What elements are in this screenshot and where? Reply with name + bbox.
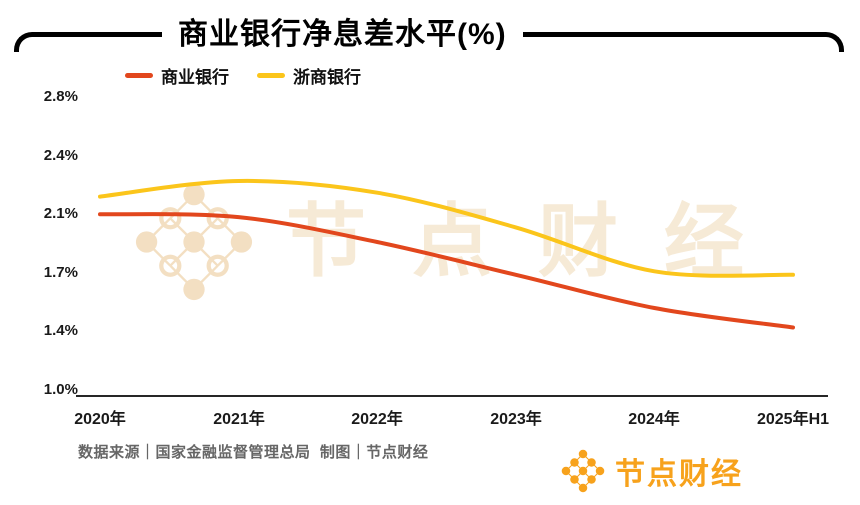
legend: 商业银行 浙商银行 — [125, 63, 361, 88]
y-tick: 2.8% — [43, 88, 78, 105]
series-line-浙商银行 — [98, 178, 795, 278]
frame-line-left — [14, 32, 162, 52]
legend-swatch-commercial-banks — [125, 73, 153, 78]
data-source-note: 数据来源｜国家金融监督管理总局 制图｜节点财经 — [78, 444, 429, 461]
legend-item-commercial-banks: 商业银行 — [125, 63, 229, 88]
brand-logo: 节点财经 — [560, 448, 743, 494]
x-tick: 2020年 — [74, 411, 126, 428]
series-line-商业银行 — [98, 212, 795, 330]
brand-dots-icon — [561, 449, 605, 493]
brand-name: 节点财经 — [615, 458, 743, 491]
chart-title: 商业银行净息差水平(%) — [178, 18, 507, 51]
y-tick: 1.4% — [43, 322, 78, 339]
watermark-text: 节点财经 — [286, 197, 790, 286]
watermark-dots-icon — [135, 183, 253, 301]
x-tick: 2022年 — [351, 411, 403, 428]
y-tick: 1.7% — [43, 264, 78, 281]
legend-label: 浙商银行 — [293, 68, 361, 87]
x-tick: 2021年 — [213, 411, 265, 428]
legend-label: 商业银行 — [161, 68, 229, 87]
legend-item-zheshang-bank: 浙商银行 — [257, 63, 361, 88]
y-tick: 1.0% — [43, 381, 78, 398]
x-tick: 2024年 — [628, 411, 680, 428]
x-tick: 2023年 — [490, 411, 542, 428]
y-tick: 2.4% — [43, 147, 78, 164]
x-tick: 2025年H1 — [756, 411, 830, 428]
frame-line-right — [522, 32, 844, 52]
y-tick: 2.1% — [43, 205, 78, 222]
watermark: 节点财经 — [130, 178, 790, 306]
legend-swatch-zheshang-bank — [257, 73, 285, 78]
title-frame: 商业银行净息差水平(%) — [14, 18, 844, 52]
